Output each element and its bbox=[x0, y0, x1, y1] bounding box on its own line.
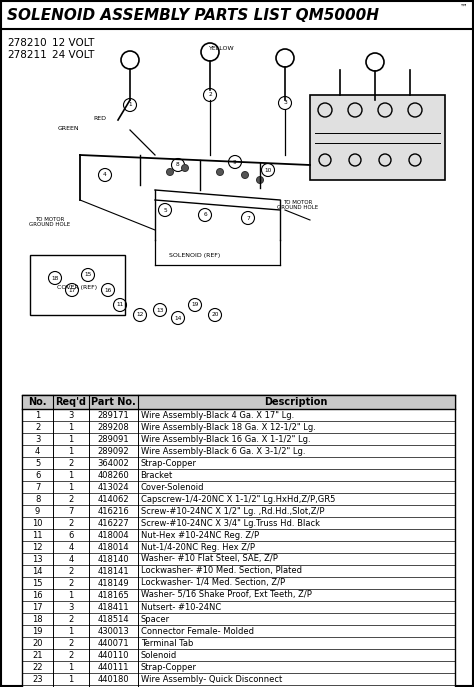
Text: 7: 7 bbox=[246, 216, 250, 221]
Text: 2: 2 bbox=[68, 567, 73, 576]
Text: 4: 4 bbox=[35, 447, 40, 455]
Text: 10: 10 bbox=[264, 168, 272, 172]
Text: Connector Female- Molded: Connector Female- Molded bbox=[141, 627, 254, 635]
Text: 1: 1 bbox=[35, 411, 40, 420]
Text: 17: 17 bbox=[32, 602, 43, 611]
Text: 1: 1 bbox=[128, 102, 132, 107]
Text: 13: 13 bbox=[32, 554, 43, 563]
Text: 19: 19 bbox=[32, 627, 43, 635]
Text: 3: 3 bbox=[35, 434, 40, 444]
Text: 6: 6 bbox=[68, 530, 73, 539]
Text: 5: 5 bbox=[35, 458, 40, 467]
FancyBboxPatch shape bbox=[1, 1, 473, 29]
Text: 4: 4 bbox=[68, 543, 73, 552]
Text: 12: 12 bbox=[32, 543, 43, 552]
Text: 11: 11 bbox=[117, 302, 124, 308]
Text: Spacer: Spacer bbox=[141, 614, 170, 624]
Text: 289208: 289208 bbox=[97, 423, 129, 431]
Text: 15: 15 bbox=[84, 273, 91, 278]
Text: COVER (REF): COVER (REF) bbox=[57, 284, 97, 289]
FancyBboxPatch shape bbox=[310, 95, 445, 180]
Text: 2: 2 bbox=[68, 458, 73, 467]
Text: Nutsert- #10-24NC: Nutsert- #10-24NC bbox=[141, 602, 221, 611]
Text: 1: 1 bbox=[68, 423, 73, 431]
Text: 1: 1 bbox=[68, 591, 73, 600]
Circle shape bbox=[241, 172, 248, 179]
Text: Terminal Tab: Terminal Tab bbox=[141, 638, 193, 648]
Text: 7: 7 bbox=[35, 482, 40, 491]
Text: 2: 2 bbox=[68, 519, 73, 528]
Text: 10: 10 bbox=[32, 519, 43, 528]
Text: 2: 2 bbox=[68, 638, 73, 648]
Text: 23: 23 bbox=[32, 675, 43, 684]
Text: 1: 1 bbox=[68, 662, 73, 671]
Text: 278211: 278211 bbox=[7, 50, 47, 60]
Text: 8: 8 bbox=[176, 163, 180, 168]
Text: Bracket: Bracket bbox=[141, 471, 173, 480]
Text: 3: 3 bbox=[68, 411, 73, 420]
Text: 15: 15 bbox=[32, 578, 43, 587]
Text: 440110: 440110 bbox=[97, 651, 129, 660]
Text: 2: 2 bbox=[68, 651, 73, 660]
Text: 3: 3 bbox=[283, 100, 287, 106]
Text: YELLOW: YELLOW bbox=[209, 45, 235, 51]
Text: 24 VOLT: 24 VOLT bbox=[52, 50, 94, 60]
Text: 289091: 289091 bbox=[97, 434, 129, 444]
Text: Lockwasher- #10 Med. Section, Plated: Lockwasher- #10 Med. Section, Plated bbox=[141, 567, 301, 576]
Text: 20: 20 bbox=[211, 313, 219, 317]
Text: Wire Assembly-Black 18 Ga. X 12-1/2" Lg.: Wire Assembly-Black 18 Ga. X 12-1/2" Lg. bbox=[141, 423, 316, 431]
Text: 16: 16 bbox=[104, 287, 111, 293]
Text: Solenoid: Solenoid bbox=[141, 651, 177, 660]
Text: 414062: 414062 bbox=[97, 495, 129, 504]
Circle shape bbox=[256, 177, 264, 183]
Text: Nut-Hex #10-24NC Reg. Z/P: Nut-Hex #10-24NC Reg. Z/P bbox=[141, 530, 259, 539]
Text: Lockwasher- 1/4 Med. Section, Z/P: Lockwasher- 1/4 Med. Section, Z/P bbox=[141, 578, 285, 587]
Text: 4: 4 bbox=[103, 172, 107, 177]
Text: 8: 8 bbox=[35, 495, 40, 504]
Text: 416216: 416216 bbox=[97, 506, 129, 515]
Text: TO MOTOR
GROUND HOLE: TO MOTOR GROUND HOLE bbox=[277, 200, 319, 210]
Text: Wire Assembly- Quick Disconnect: Wire Assembly- Quick Disconnect bbox=[141, 675, 282, 684]
Text: 4: 4 bbox=[68, 554, 73, 563]
Text: 2: 2 bbox=[68, 578, 73, 587]
Text: Screw-#10-24NC X 1/2" Lg. ,Rd.Hd.,Slot,Z/P: Screw-#10-24NC X 1/2" Lg. ,Rd.Hd.,Slot,Z… bbox=[141, 506, 324, 515]
Text: 13: 13 bbox=[156, 308, 164, 313]
Text: Strap-Copper: Strap-Copper bbox=[141, 458, 197, 467]
Text: GREEN: GREEN bbox=[57, 126, 79, 131]
Text: 9: 9 bbox=[233, 159, 237, 164]
Text: 418004: 418004 bbox=[97, 530, 129, 539]
Text: 14: 14 bbox=[32, 567, 43, 576]
Text: 1: 1 bbox=[68, 675, 73, 684]
Text: 9: 9 bbox=[35, 506, 40, 515]
Text: 1: 1 bbox=[68, 482, 73, 491]
Text: 1: 1 bbox=[68, 627, 73, 635]
Text: 2: 2 bbox=[68, 614, 73, 624]
Text: 17: 17 bbox=[68, 287, 76, 293]
Text: 1: 1 bbox=[68, 471, 73, 480]
Text: 2: 2 bbox=[35, 423, 40, 431]
Text: Wire Assembly-Black 6 Ga. X 3-1/2" Lg.: Wire Assembly-Black 6 Ga. X 3-1/2" Lg. bbox=[141, 447, 305, 455]
Text: TO MOTOR
GROUND HOLE: TO MOTOR GROUND HOLE bbox=[29, 216, 71, 227]
Text: 19: 19 bbox=[191, 302, 199, 308]
Circle shape bbox=[166, 168, 173, 175]
Text: 418140: 418140 bbox=[97, 554, 129, 563]
Text: 6: 6 bbox=[203, 212, 207, 218]
Text: Strap-Copper: Strap-Copper bbox=[141, 662, 197, 671]
Text: 12: 12 bbox=[137, 313, 144, 317]
Text: 408260: 408260 bbox=[97, 471, 129, 480]
Text: 20: 20 bbox=[32, 638, 43, 648]
FancyBboxPatch shape bbox=[22, 395, 455, 687]
Text: 413024: 413024 bbox=[97, 482, 129, 491]
Text: 278210: 278210 bbox=[7, 38, 46, 48]
Text: 418514: 418514 bbox=[97, 614, 129, 624]
Text: 440071: 440071 bbox=[97, 638, 129, 648]
Text: Washer- #10 Flat Steel, SAE, Z/P: Washer- #10 Flat Steel, SAE, Z/P bbox=[141, 554, 277, 563]
Text: Cover-Solenoid: Cover-Solenoid bbox=[141, 482, 204, 491]
Text: SOLENOID (REF): SOLENOID (REF) bbox=[169, 253, 220, 258]
Text: Screw-#10-24NC X 3/4" Lg.Truss Hd. Black: Screw-#10-24NC X 3/4" Lg.Truss Hd. Black bbox=[141, 519, 319, 528]
Text: 418141: 418141 bbox=[97, 567, 129, 576]
Text: Wire Assembly-Black 16 Ga. X 1-1/2" Lg.: Wire Assembly-Black 16 Ga. X 1-1/2" Lg. bbox=[141, 434, 310, 444]
Text: 418411: 418411 bbox=[97, 602, 129, 611]
Text: Req'd: Req'd bbox=[55, 397, 86, 407]
